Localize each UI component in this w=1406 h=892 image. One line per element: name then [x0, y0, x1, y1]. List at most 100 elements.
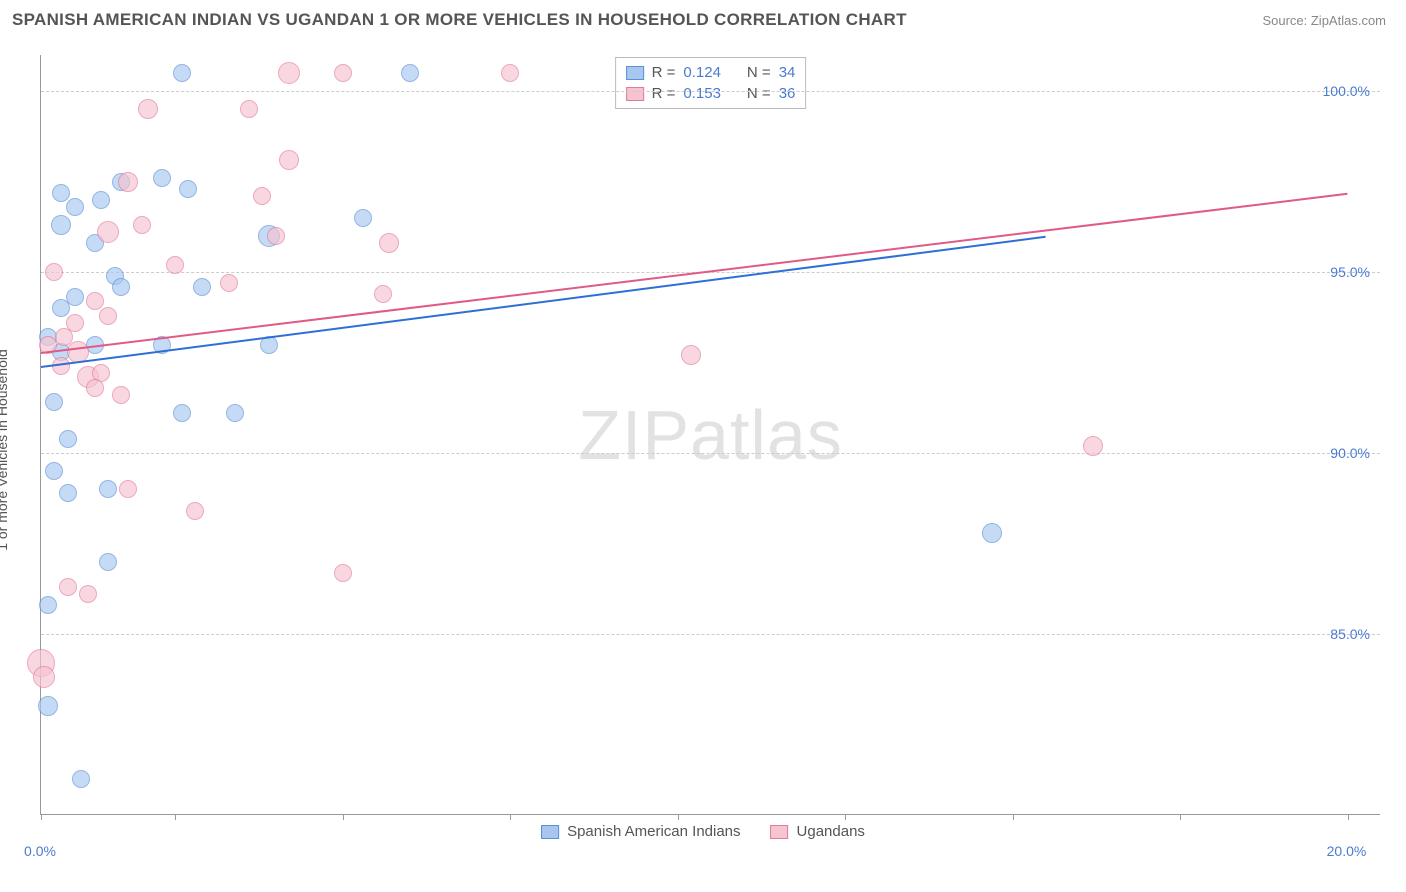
- data-point: [66, 288, 84, 306]
- y-axis-label: 1 or more Vehicles in Household: [0, 349, 10, 551]
- y-tick-label: 95.0%: [1330, 264, 1370, 280]
- data-point: [99, 553, 117, 571]
- data-point: [278, 62, 300, 84]
- legend-swatch: [541, 825, 559, 839]
- x-tick-label: 0.0%: [24, 843, 56, 859]
- x-tick: [175, 814, 176, 820]
- series-legend: Spanish American Indians Ugandans: [541, 823, 865, 840]
- plot-area: ZIPatlas R = 0.124 N = 34 R = 0.153 N = 36 85.0…: [40, 55, 1380, 815]
- chart-header: SPANISH AMERICAN INDIAN VS UGANDAN 1 OR …: [0, 0, 1406, 35]
- data-point: [119, 480, 137, 498]
- r-label: R =: [652, 64, 676, 81]
- x-tick: [41, 814, 42, 820]
- legend-swatch: [626, 66, 644, 80]
- data-point: [86, 292, 104, 310]
- x-tick: [510, 814, 511, 820]
- legend-item: Ugandans: [771, 823, 865, 840]
- watermark-zip: ZIP: [578, 396, 690, 474]
- correlation-legend: R = 0.124 N = 34 R = 0.153 N = 36: [615, 57, 807, 109]
- data-point: [45, 263, 63, 281]
- data-point: [99, 307, 117, 325]
- data-point: [92, 191, 110, 209]
- n-value: 36: [779, 85, 796, 102]
- data-point: [193, 278, 211, 296]
- data-point: [51, 215, 71, 235]
- x-tick-label: 20.0%: [1327, 843, 1367, 859]
- gridline-h: [41, 634, 1380, 635]
- legend-stat-row: R = 0.153 N = 36: [626, 83, 796, 104]
- r-label: R =: [652, 85, 676, 102]
- data-point: [72, 770, 90, 788]
- data-point: [59, 430, 77, 448]
- data-point: [401, 64, 419, 82]
- data-point: [39, 596, 57, 614]
- data-point: [226, 404, 244, 422]
- data-point: [138, 99, 158, 119]
- data-point: [379, 233, 399, 253]
- data-point: [1083, 436, 1103, 456]
- data-point: [166, 256, 184, 274]
- y-tick-label: 85.0%: [1330, 626, 1370, 642]
- legend-label: Spanish American Indians: [567, 823, 740, 840]
- data-point: [334, 564, 352, 582]
- x-tick: [1348, 814, 1349, 820]
- data-point: [52, 184, 70, 202]
- data-point: [186, 502, 204, 520]
- data-point: [179, 180, 197, 198]
- data-point: [267, 227, 285, 245]
- data-point: [66, 314, 84, 332]
- data-point: [240, 100, 258, 118]
- x-tick: [1013, 814, 1014, 820]
- data-point: [97, 221, 119, 243]
- data-point: [112, 278, 130, 296]
- data-point: [279, 150, 299, 170]
- data-point: [501, 64, 519, 82]
- r-value: 0.124: [683, 64, 721, 81]
- y-tick-label: 90.0%: [1330, 445, 1370, 461]
- y-tick-label: 100.0%: [1323, 83, 1370, 99]
- data-point: [45, 462, 63, 480]
- data-point: [334, 64, 352, 82]
- gridline-h: [41, 91, 1380, 92]
- x-tick: [343, 814, 344, 820]
- data-point: [173, 404, 191, 422]
- data-point: [354, 209, 372, 227]
- n-label: N =: [747, 85, 771, 102]
- watermark: ZIPatlas: [578, 395, 843, 475]
- r-value: 0.153: [683, 85, 721, 102]
- data-point: [59, 578, 77, 596]
- data-point: [118, 172, 138, 192]
- legend-stat-row: R = 0.124 N = 34: [626, 62, 796, 83]
- data-point: [681, 345, 701, 365]
- legend-item: Spanish American Indians: [541, 823, 740, 840]
- legend-swatch: [771, 825, 789, 839]
- watermark-atlas: atlas: [690, 396, 843, 474]
- data-point: [33, 666, 55, 688]
- x-tick: [845, 814, 846, 820]
- data-point: [79, 585, 97, 603]
- chart-title: SPANISH AMERICAN INDIAN VS UGANDAN 1 OR …: [12, 10, 907, 30]
- data-point: [86, 379, 104, 397]
- x-tick: [678, 814, 679, 820]
- data-point: [38, 696, 58, 716]
- data-point: [220, 274, 238, 292]
- source-label: Source: ZipAtlas.com: [1262, 13, 1386, 28]
- data-point: [133, 216, 151, 234]
- legend-label: Ugandans: [797, 823, 865, 840]
- data-point: [52, 357, 70, 375]
- data-point: [99, 480, 117, 498]
- gridline-h: [41, 453, 1380, 454]
- legend-swatch: [626, 87, 644, 101]
- data-point: [59, 484, 77, 502]
- x-tick: [1180, 814, 1181, 820]
- data-point: [253, 187, 271, 205]
- data-point: [66, 198, 84, 216]
- data-point: [153, 169, 171, 187]
- data-point: [374, 285, 392, 303]
- n-label: N =: [747, 64, 771, 81]
- data-point: [112, 386, 130, 404]
- data-point: [45, 393, 63, 411]
- trend-line: [41, 236, 1046, 368]
- chart-container: 1 or more Vehicles in Household ZIPatlas…: [10, 45, 1396, 855]
- n-value: 34: [779, 64, 796, 81]
